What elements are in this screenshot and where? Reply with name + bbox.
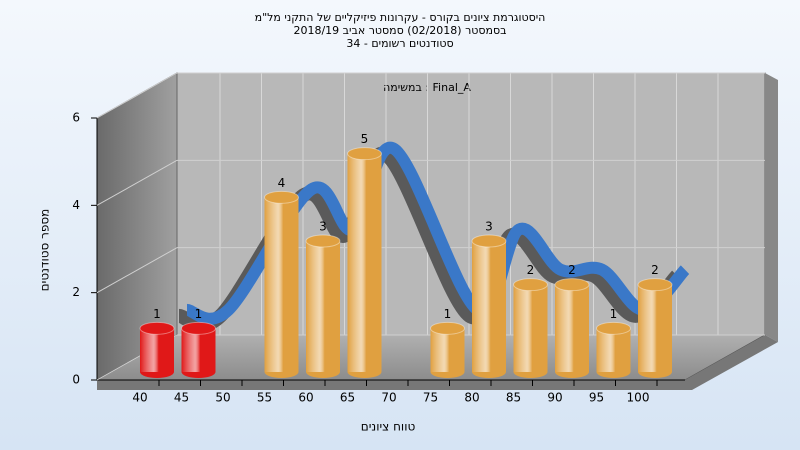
- bar-shine: [472, 241, 506, 372]
- data-label: 4: [278, 176, 286, 190]
- data-label: 3: [319, 220, 327, 234]
- x-tick-label: 55: [257, 391, 272, 405]
- data-label: 1: [195, 307, 203, 321]
- x-tick-label: 40: [132, 391, 147, 405]
- x-tick-label: 50: [215, 391, 230, 405]
- y-tick-label: 2: [72, 285, 80, 299]
- y-tick-label: 0: [72, 373, 80, 387]
- bar-cap: [139, 321, 175, 335]
- bar-cap: [554, 278, 590, 292]
- data-label: 1: [610, 307, 618, 321]
- data-label: 1: [153, 307, 161, 321]
- bar-shine: [181, 328, 216, 372]
- x-tick-label: 65: [340, 391, 355, 405]
- y-axis-label: מספר סטודנטים: [38, 209, 52, 292]
- bar-shine: [596, 328, 631, 372]
- floor-edge: [97, 335, 778, 390]
- data-label: 5: [361, 132, 369, 146]
- data-label: 2: [527, 263, 535, 277]
- bar-cap: [513, 278, 548, 292]
- bar-cap: [305, 234, 341, 248]
- x-tick-label: 95: [589, 391, 604, 405]
- grid-line: [96, 247, 178, 294]
- data-label: 2: [568, 263, 576, 277]
- bar-cap: [347, 147, 382, 161]
- x-tick-label: 45: [174, 391, 189, 405]
- bar-shine: [638, 284, 672, 372]
- bar-cap: [637, 278, 673, 292]
- data-label: 3: [485, 220, 493, 234]
- bar-shine: [306, 241, 340, 372]
- x-tick-label: 75: [423, 391, 438, 405]
- bar-cap: [264, 190, 299, 204]
- x-tick-label: 90: [547, 391, 562, 405]
- data-label: 1: [444, 307, 452, 321]
- x-tick-label: 100: [627, 391, 650, 405]
- data-label: 2: [651, 263, 659, 277]
- bar-cap: [430, 321, 465, 335]
- x-tick-label: 80: [464, 391, 479, 405]
- bar-shine: [555, 284, 589, 372]
- bar-shine: [347, 153, 382, 372]
- title-line: היסטוגרמת ציונים בקורס - עקרונות פיזיקלי…: [255, 11, 546, 24]
- title-line: סטודנטים רשומים - 34: [346, 37, 453, 50]
- bar-shine: [140, 328, 174, 372]
- title-line: בסמסטר (02/2018) סמסטר אביב 2018/19: [293, 24, 506, 37]
- x-tick-label: 70: [381, 391, 396, 405]
- bar-cap: [471, 234, 507, 248]
- bar-shine: [264, 197, 299, 372]
- bar-cap: [181, 321, 216, 335]
- x-axis-label: טווח ציונים: [361, 420, 416, 434]
- bar-cap: [596, 321, 631, 335]
- y-tick-label: 4: [72, 198, 80, 212]
- bar-shine: [513, 284, 548, 372]
- grid-line: [96, 159, 178, 206]
- x-tick-label: 85: [506, 391, 521, 405]
- wall-edge: [765, 73, 778, 342]
- x-tick-label: 60: [298, 391, 313, 405]
- y-tick-label: 6: [72, 111, 80, 125]
- bar-shine: [430, 328, 465, 372]
- grid-line: [96, 72, 178, 119]
